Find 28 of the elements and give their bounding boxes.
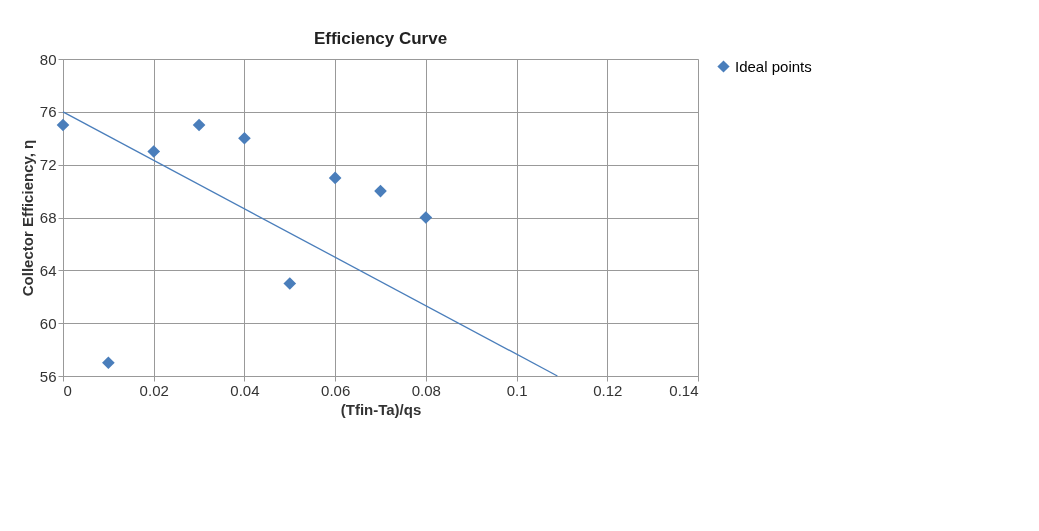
y-tick-label: 64 [39,261,57,279]
x-tick-label: 0.08 [411,381,441,399]
point [238,131,251,145]
x-tick-label: 0.1 [506,381,528,399]
x-tick-label: 0.02 [139,381,169,399]
y-tick-label: 72 [39,156,57,174]
point [283,277,297,290]
point [192,118,206,132]
legend-label: Ideal points [735,57,812,75]
y-tick-label: 80 [39,50,57,68]
x-axis-title: (Tfin-Ta)/qs [340,400,422,418]
y-tick-label: 56 [39,367,57,385]
point [419,211,433,224]
x-tick-label: 0.14 [669,381,699,399]
x-tick-label: 0.04 [230,381,260,399]
y-tick-label: 76 [39,103,57,121]
point [56,118,70,132]
x-tick-label: 0.06 [321,381,351,399]
y-tick-label: 68 [39,209,57,226]
point [147,145,161,158]
point [102,356,115,370]
x-tick-label: 0.12 [593,381,623,399]
point [328,171,342,185]
chart-title: Efficiency Curve [313,29,448,48]
y-axis-title: Collector Efficiency, η [18,139,36,297]
y-tick-label: 60 [39,314,57,332]
point [374,184,387,198]
x-tick-label: 0 [63,381,72,399]
